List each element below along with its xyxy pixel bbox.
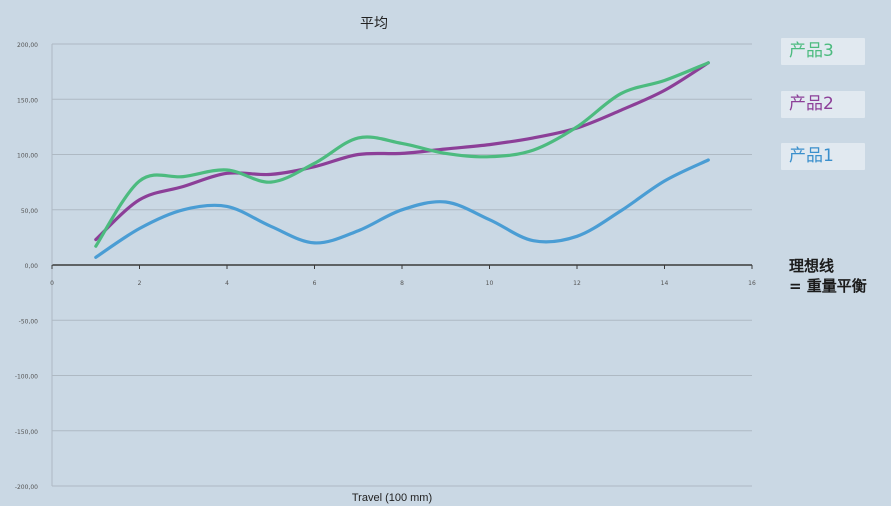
chart-title: 平均 (360, 16, 388, 32)
y-tick-label: 100,00 (17, 153, 38, 160)
x-tick-label: 10 (486, 280, 494, 287)
ideal-line-annotation: 理想线 = 重量平衡 (789, 256, 867, 296)
series-line-product3 (94, 61, 710, 248)
x-tick-labels: 0 2 4 6 8 10 12 14 16 (50, 280, 756, 287)
legend-label-product3: 产品3 (789, 41, 834, 61)
legend-item-product3: 产品3 (781, 38, 865, 65)
ideal-line-label: 理想线 (789, 257, 835, 275)
ideal-line-definition: = 重量平衡 (789, 277, 867, 295)
y-tick-label: 50,00 (21, 208, 38, 215)
axes (51, 44, 753, 486)
x-tick-label: 4 (225, 280, 229, 287)
y-tick-label: -100,00 (15, 374, 38, 381)
y-tick-label: -50,00 (19, 318, 39, 325)
y-tick-label: 0,00 (25, 263, 39, 270)
y-tick-label: 200,00 (17, 42, 38, 49)
x-tick-label: 12 (573, 280, 581, 287)
series-lines (94, 61, 710, 259)
legend-item-product2: 产品2 (781, 91, 865, 118)
x-axis-label: Travel (100 mm) (352, 492, 432, 504)
y-tick-label: -150,00 (15, 429, 38, 436)
y-tick-label: 150,00 (17, 97, 38, 104)
y-tick-label: -200,00 (15, 484, 38, 491)
x-tick-label: 6 (313, 280, 317, 287)
series-line-product1 (94, 158, 710, 259)
x-tick-label: 8 (400, 280, 404, 287)
series-line-product2 (94, 61, 710, 242)
legend-label-product2: 产品2 (789, 94, 834, 114)
x-tick-label: 2 (138, 280, 142, 287)
legend-label-product1: 产品1 (789, 146, 834, 166)
y-tick-labels: 200,00 150,00 100,00 50,00 0,00 -50,00 -100,00… (15, 42, 38, 491)
x-tick-label: 14 (661, 280, 669, 287)
x-tick-label: 16 (748, 280, 756, 287)
legend-item-product1: 产品1 (781, 143, 865, 170)
x-tick-label: 0 (50, 280, 54, 287)
